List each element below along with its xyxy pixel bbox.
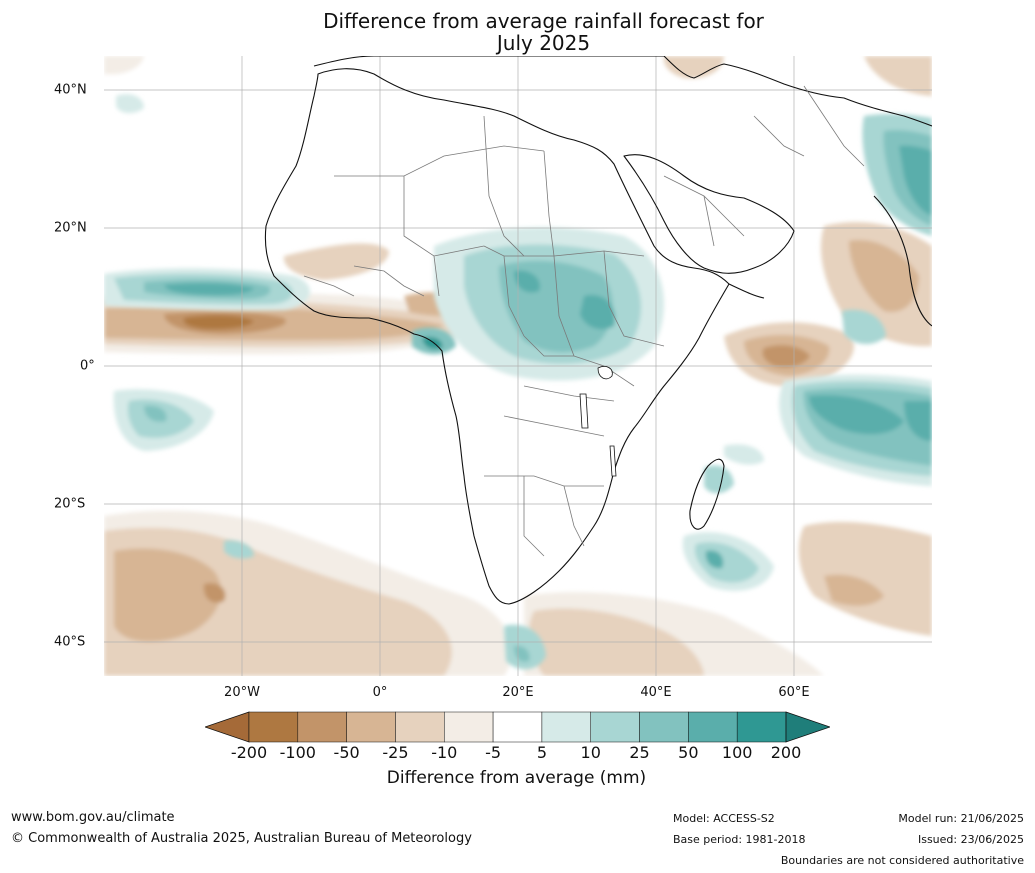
footer-disclaimer: Boundaries are not considered authoritat…	[780, 854, 1024, 867]
wet-madagascar	[704, 465, 734, 494]
colorbar-segment	[395, 711, 445, 743]
footer-model: Model: ACCESS-S2	[673, 812, 775, 825]
india-coastline	[873, 195, 932, 327]
dry-europe-west	[104, 56, 144, 75]
colorbar-segment	[444, 711, 494, 743]
country-borders	[303, 85, 865, 557]
map-title: Difference from average rainfall forecas…	[0, 10, 1035, 54]
dry-south-atlantic-core	[203, 583, 226, 603]
dry-south-indian-east-inner	[824, 574, 884, 606]
lon-label-20w: 20°W	[224, 685, 260, 700]
footer-base-period: Base period: 1981-2018	[673, 833, 806, 846]
footer-model-run: Model run: 21/06/2025	[898, 812, 1024, 825]
lon-label-40e: 40°E	[640, 685, 672, 700]
colorbar-tick-label: 50	[678, 743, 699, 762]
colorbar-tick-label: 25	[629, 743, 650, 762]
footer-copyright: © Commonwealth of Australia 2025, Austra…	[11, 831, 472, 846]
colorbar-tick-label: 200	[770, 743, 802, 762]
colorbar-tick-label: -50	[333, 743, 360, 762]
dry-anomaly-fields	[104, 56, 932, 676]
lake-tanganyika	[579, 393, 589, 429]
colorbar-tick-label: -200	[230, 743, 268, 762]
wet-band-atlantic-core	[164, 283, 254, 296]
lat-label-40n: 40°N	[54, 82, 87, 98]
colorbar-arrow-high	[785, 711, 832, 743]
colorbar-segment	[541, 711, 591, 743]
colorbar-tick-label: 100	[721, 743, 753, 762]
colorbar-svg	[203, 711, 832, 743]
colorbar-tick-label: -100	[279, 743, 316, 762]
lake-victoria	[597, 366, 613, 380]
coastlines	[264, 56, 932, 605]
colorbar-segment	[248, 711, 299, 743]
wet-indian-ocean-core-east	[904, 401, 932, 441]
colorbar-tick-label: 5	[536, 743, 547, 762]
wet-indian-ocean-core	[809, 395, 904, 435]
wet-anomaly-fields	[104, 94, 932, 670]
dry-europe	[663, 56, 724, 79]
map-title-line1: Difference from average rainfall forecas…	[323, 9, 764, 33]
lat-label-0: 0°	[80, 358, 95, 374]
colorbar-tick-label: -25	[382, 743, 409, 762]
wet-central-africa-core	[580, 295, 615, 330]
somalia-coastline	[728, 283, 765, 299]
africa-coastline	[264, 68, 730, 605]
colorbar	[203, 711, 832, 743]
colorbar-tick-label: -10	[431, 743, 458, 762]
colorbar-segment	[346, 711, 396, 743]
wet-madagascar-east	[724, 444, 764, 465]
dry-indian-ocean-eq-core	[762, 345, 810, 368]
rainfall-anomaly-map[interactable]	[104, 56, 932, 676]
wet-south-indian-core	[705, 550, 724, 569]
lon-label-20e: 20°E	[502, 685, 534, 700]
wet-north-atlantic	[116, 94, 144, 114]
colorbar-segment	[297, 711, 347, 743]
madagascar-coastline	[689, 458, 725, 530]
dry-south-asia	[864, 56, 932, 96]
dry-core-west-africa-dark	[183, 315, 254, 330]
lakes	[579, 366, 617, 477]
dry-arabian-sea-inner	[849, 240, 919, 312]
lon-label-60e: 60°E	[778, 685, 810, 700]
wet-indian-ocean-eq-east	[842, 309, 886, 345]
wet-south-asia-core	[899, 145, 932, 216]
lat-label-20n: 20°N	[54, 220, 87, 236]
wet-central-africa-core2	[514, 270, 540, 293]
colorbar-segment	[736, 711, 787, 743]
colorbar-tick-label: -5	[485, 743, 502, 762]
europe-coastline	[313, 56, 932, 127]
map-svg	[104, 56, 932, 676]
graticule	[104, 56, 932, 676]
colorbar-segment	[639, 711, 689, 743]
colorbar-label: Difference from average (mm)	[386, 768, 647, 788]
wet-atlantic-sw-core	[144, 405, 167, 422]
colorbar-arrow-low	[203, 711, 250, 743]
lat-label-40s: 40°S	[54, 634, 86, 650]
lon-label-0: 0°	[372, 685, 388, 700]
footer-issued: Issued: 23/06/2025	[917, 833, 1024, 846]
colorbar-segment	[590, 711, 640, 743]
colorbar-segment	[492, 711, 543, 743]
wet-south-atlantic-small	[224, 540, 254, 559]
colorbar-tick-label: 10	[580, 743, 601, 762]
colorbar-segment	[688, 711, 738, 743]
dry-south-atlantic-inner	[114, 548, 222, 642]
footer-website[interactable]: www.bom.gov.au/climate	[11, 810, 175, 825]
map-title-line2: July 2025	[496, 31, 591, 55]
dry-patch-sahel	[283, 243, 389, 280]
dry-south-indian-east	[798, 521, 932, 636]
arabia-coastline	[623, 154, 795, 274]
lake-malawi	[609, 445, 617, 477]
wet-cape	[504, 624, 546, 670]
lat-label-20s: 20°S	[54, 496, 86, 512]
